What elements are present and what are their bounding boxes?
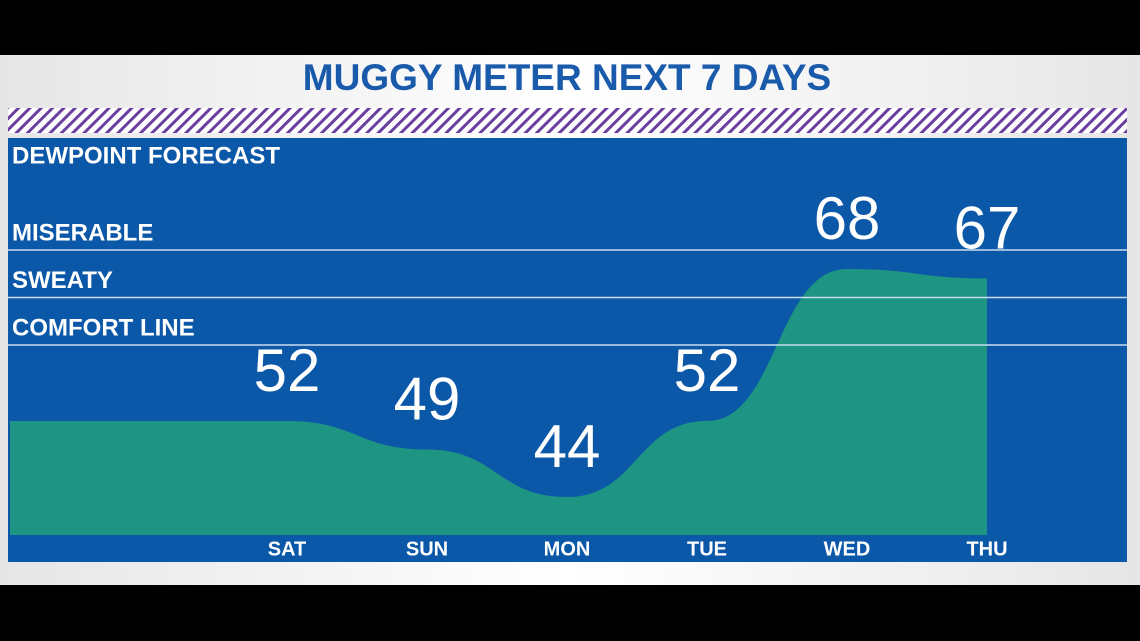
x-tick-label: MON — [544, 538, 591, 560]
x-tick-label: WED — [824, 538, 871, 560]
chart-title: MUGGY METER NEXT 7 DAYS — [303, 57, 831, 98]
hatch-stripe — [8, 108, 1127, 133]
x-tick-label: SUN — [406, 538, 448, 560]
value-label: 52 — [254, 337, 321, 404]
subtitle: DEWPOINT FORECAST — [12, 142, 280, 169]
value-label: 49 — [394, 365, 461, 432]
value-label: 68 — [814, 185, 881, 252]
threshold-label: MISERABLE — [12, 219, 153, 246]
x-tick-label: SAT — [268, 538, 307, 560]
value-label: 52 — [674, 337, 741, 404]
value-label: 44 — [534, 413, 601, 480]
x-tick-label: THU — [966, 538, 1007, 560]
value-label: 67 — [954, 194, 1021, 261]
x-tick-label: TUE — [687, 538, 727, 560]
area — [10, 269, 987, 535]
threshold-label: SWEATY — [12, 267, 113, 294]
threshold-label: COMFORT LINE — [12, 314, 195, 341]
